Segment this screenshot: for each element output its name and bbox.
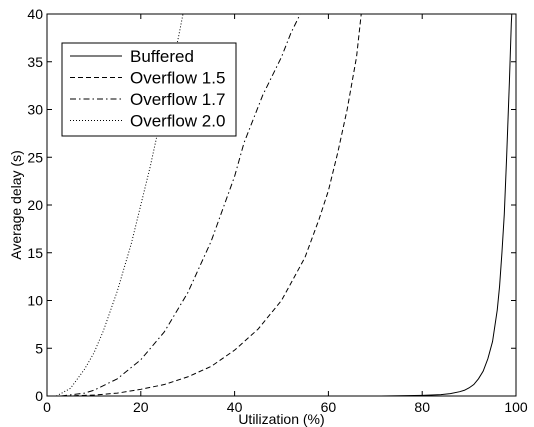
legend-label-3: Overflow 1.7 [130,90,225,109]
x-tick-label: 20 [133,399,149,415]
x-tick-label: 0 [43,399,51,415]
legend-label-2: Overflow 1.5 [130,69,225,88]
series-line-2 [65,14,362,396]
series-line-3 [61,14,301,396]
x-axis-label: Utilization (%) [238,411,324,427]
y-axis-label: Average delay (s) [8,150,24,259]
y-tick-label: 40 [27,6,43,22]
y-tick-label: 35 [27,54,43,70]
y-tick-label: 5 [35,340,43,356]
y-tick-label: 0 [35,388,43,404]
y-tick-label: 20 [27,197,43,213]
x-tick-label: 60 [321,399,337,415]
x-tick-label: 40 [227,399,243,415]
series-line-4 [56,14,184,396]
legend-label-1: Buffered [130,47,194,66]
y-tick-label: 10 [27,293,43,309]
legend-label-4: Overflow 2.0 [130,112,225,131]
x-tick-label: 100 [504,399,528,415]
y-tick-label: 15 [27,245,43,261]
x-tick-label: 80 [414,399,430,415]
y-tick-label: 30 [27,102,43,118]
y-tick-label: 25 [27,149,43,165]
